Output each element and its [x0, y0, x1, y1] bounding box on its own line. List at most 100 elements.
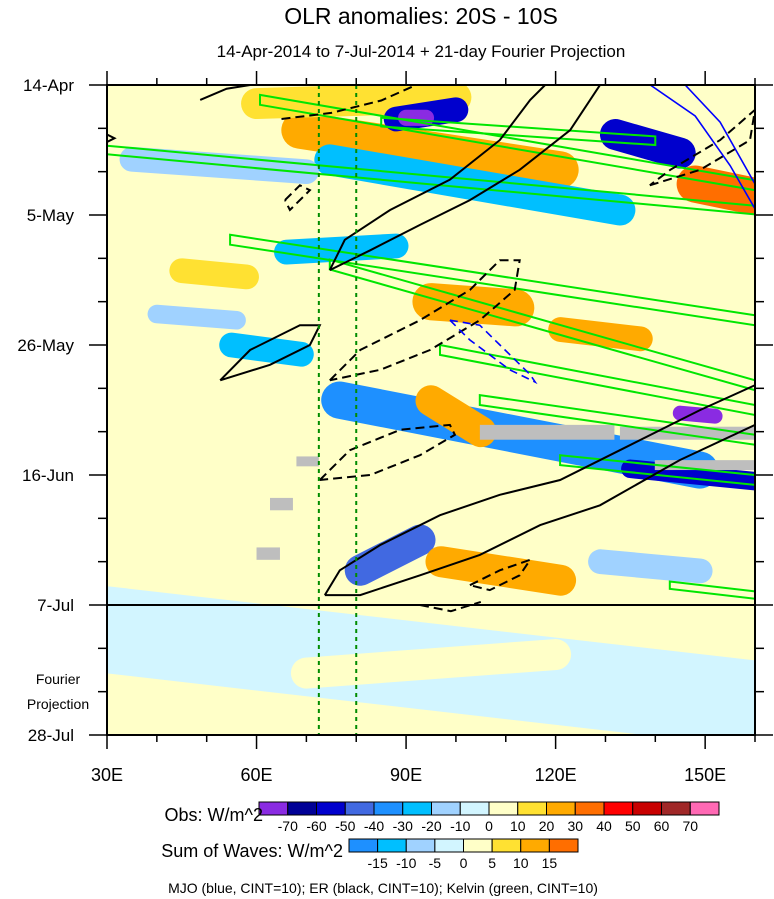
anomaly-patch [241, 85, 472, 120]
colorbar-swatch [287, 801, 317, 816]
anomaly-patch [548, 317, 653, 352]
plot-frame [106, 84, 756, 736]
anomaly-patch [219, 332, 314, 367]
projection-label-line1: Fourier [36, 671, 81, 687]
er-contour-positive [328, 85, 602, 271]
anomaly-patch [672, 405, 723, 424]
kelvin-contour [478, 393, 755, 446]
x-tick-label: 30E [91, 765, 123, 785]
colorbar-level-label: 50 [625, 818, 641, 834]
colorbar-swatch [402, 801, 432, 816]
er-contour-positive [323, 384, 755, 597]
chart-title: OLR anomalies: 20S - 10S [284, 3, 558, 29]
colorbar-level-label: 15 [542, 855, 558, 871]
kelvin-contour [380, 116, 657, 147]
y-tick-label: 7-Jul [37, 596, 74, 615]
kelvin-contour [439, 343, 755, 417]
missing-data-region [269, 497, 293, 511]
missing-data-region [256, 547, 280, 560]
kelvin-contour [328, 258, 755, 392]
colorbar-swatch [520, 838, 550, 853]
colorbar-level-label: 0 [485, 818, 493, 834]
colorbar-level-label: 20 [539, 818, 555, 834]
er-contour-negative [281, 85, 417, 120]
colorbar-level-label: 5 [488, 855, 496, 871]
colorbar-level-label: -20 [421, 818, 441, 834]
er-contour-negative [329, 259, 521, 382]
anomaly-patch [169, 258, 259, 290]
er-contour-negative [469, 557, 533, 592]
colorbar-swatch [344, 801, 375, 816]
anomaly-patch [314, 144, 636, 226]
anomaly-patch [147, 304, 246, 330]
colorbar-level-label: -40 [364, 818, 384, 834]
anomaly-patch [676, 165, 755, 216]
colorbar-level-label: -30 [393, 818, 413, 834]
x-tick-label: 150E [684, 765, 726, 785]
colorbar-swatch [377, 838, 407, 853]
colorbar-level-label: -5 [429, 855, 442, 871]
kelvin-contour [559, 454, 755, 486]
y-tick-label: 26-May [17, 336, 74, 355]
colorbar-swatch [348, 838, 379, 853]
colorbar-swatch [517, 801, 547, 816]
kelvin-contour [107, 144, 755, 216]
colorbars: -70 -60 -50 -40 -30 -20 -10 0 10 20 30 40 50 60 70 Obs:… [161, 801, 720, 871]
y-tick-label: 5-May [27, 206, 75, 225]
colorbar-swatch [373, 801, 404, 816]
colorbar-swatch [574, 801, 605, 816]
colorbar-swatch [603, 801, 634, 816]
colorbar-swatch [258, 801, 289, 816]
projection-label-line2: Projection [27, 696, 89, 712]
er-contour-positive [107, 133, 117, 143]
colorbar-swatch [546, 801, 576, 816]
colorbar-title: Sum of Waves: W/m^2 [161, 841, 343, 861]
mjo-contour-positive [684, 85, 755, 185]
kelvin-contour [229, 233, 755, 327]
colorbar-level-label: 10 [510, 818, 526, 834]
colorbar-swatch [488, 801, 519, 816]
colorbar-level-label: -70 [278, 818, 298, 834]
anomaly-patch [290, 639, 572, 689]
anomaly-patch [415, 385, 497, 448]
missing-data-region [479, 424, 615, 440]
er-contour-negative [284, 184, 312, 212]
anomaly-patch [344, 524, 436, 586]
contour-legend-footnote: MJO (blue, CINT=10); ER (black, CINT=10)… [168, 880, 598, 896]
colorbar-level-label: 70 [682, 818, 698, 834]
mjo-contour-negative [449, 319, 538, 385]
anomaly-patch [588, 549, 713, 584]
colorbar-level-label: 10 [513, 855, 529, 871]
colorbar-level-label: -50 [335, 818, 355, 834]
y-tick-label: 16-Jun [22, 466, 74, 485]
er-contour-positive [199, 85, 251, 101]
colorbar-swatch [632, 801, 662, 816]
colorbar-title: Obs: W/m^2 [165, 805, 263, 825]
plot-area [107, 85, 755, 735]
colorbar-swatch [316, 801, 346, 816]
missing-data-region [296, 456, 319, 467]
colorbar-level-label: -60 [306, 818, 326, 834]
y-tick-label: 14-Apr [23, 76, 74, 95]
colorbar-level-label: -10 [450, 818, 470, 834]
colorbar-swatch [689, 801, 720, 816]
kelvin-contour [668, 580, 755, 600]
colorbar-swatch [431, 801, 461, 816]
er-contour-negative [319, 423, 457, 481]
colorbar-level-label: 30 [567, 818, 583, 834]
x-tick-label: 90E [390, 765, 422, 785]
colorbar-swatch [463, 838, 493, 853]
axes: 30E 60E 90E 120E 150E 14-Apr 5-May 26-May 16-Jun… [17, 71, 773, 785]
er-contour-negative [649, 108, 755, 187]
anomaly-patch [621, 459, 755, 491]
colorbar-swatch [405, 838, 436, 853]
colorbar-level-label: 40 [596, 818, 612, 834]
colorbar-level-label: -10 [396, 855, 416, 871]
kelvin-contour [259, 93, 755, 192]
colorbar-level-label: 60 [654, 818, 670, 834]
mjo-contour-positive [649, 85, 755, 210]
colorbar-swatch [661, 801, 691, 816]
anomaly-patch [281, 111, 579, 189]
x-tick-label: 60E [241, 765, 273, 785]
